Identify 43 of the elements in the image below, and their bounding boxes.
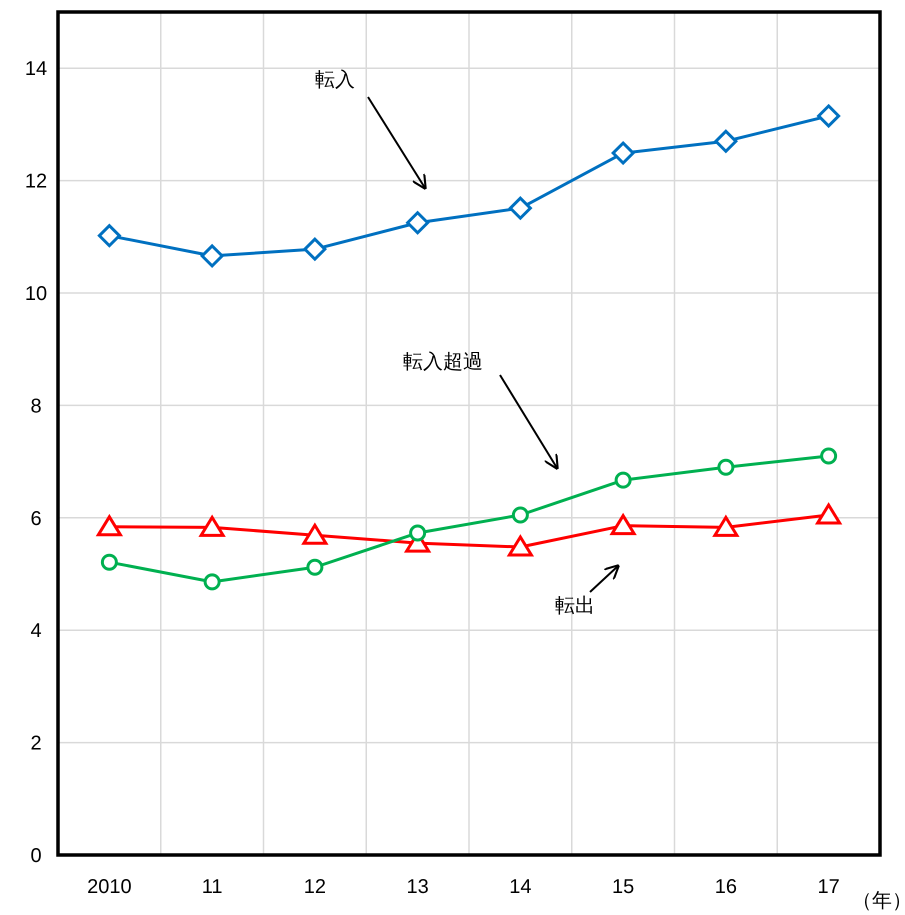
- point: [612, 142, 635, 165]
- point: [96, 515, 122, 536]
- point: [200, 516, 225, 537]
- point: [713, 516, 738, 537]
- x-tick-label: 15: [612, 876, 634, 898]
- point: [302, 524, 328, 545]
- y-tick-label: 4: [30, 620, 42, 642]
- point: [717, 458, 734, 476]
- point: [204, 573, 221, 590]
- point: [610, 514, 636, 536]
- point: [303, 238, 326, 261]
- point: [714, 130, 738, 153]
- y-tick-label: 2: [30, 732, 42, 755]
- point: [508, 196, 532, 220]
- point: [817, 104, 840, 128]
- point: [512, 506, 529, 524]
- x-tick-label: 2010: [87, 876, 132, 898]
- point: [816, 503, 842, 524]
- x-tick-label: 13: [406, 876, 429, 898]
- text: 転入超過: [403, 351, 483, 373]
- point: [406, 211, 430, 234]
- x-tick-label: 11: [202, 876, 223, 898]
- y-tick-label: 12: [24, 170, 48, 193]
- text: 転出: [555, 595, 595, 617]
- y-tick-label: 8: [30, 395, 42, 418]
- x-tick-label: 17: [818, 876, 840, 898]
- text: 転入: [315, 69, 355, 91]
- y-tick-label: 6: [30, 508, 42, 530]
- x-tick-label: 16: [714, 876, 737, 898]
- point: [614, 472, 632, 489]
- y-tick-label: 0: [30, 845, 42, 867]
- point: [508, 536, 533, 557]
- point: [409, 524, 426, 542]
- y-tick-label: 10: [24, 283, 48, 305]
- point: [306, 558, 324, 576]
- x-axis-title: （年）: [852, 890, 905, 912]
- x-tick-label: 14: [509, 876, 532, 898]
- point: [100, 554, 118, 571]
- point: [200, 244, 224, 268]
- point: [820, 447, 838, 464]
- point: [98, 224, 121, 248]
- y-tick-label: 14: [24, 58, 48, 80]
- x-tick-label: 12: [304, 876, 326, 898]
